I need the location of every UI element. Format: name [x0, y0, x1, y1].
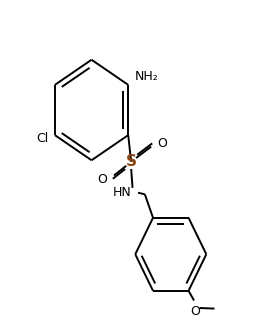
Text: O: O [97, 173, 107, 185]
Text: O: O [158, 137, 168, 149]
Text: NH₂: NH₂ [135, 70, 159, 83]
Text: HN: HN [112, 186, 131, 199]
Text: S: S [126, 154, 137, 169]
Text: O: O [190, 305, 200, 318]
Text: Cl: Cl [36, 132, 48, 145]
